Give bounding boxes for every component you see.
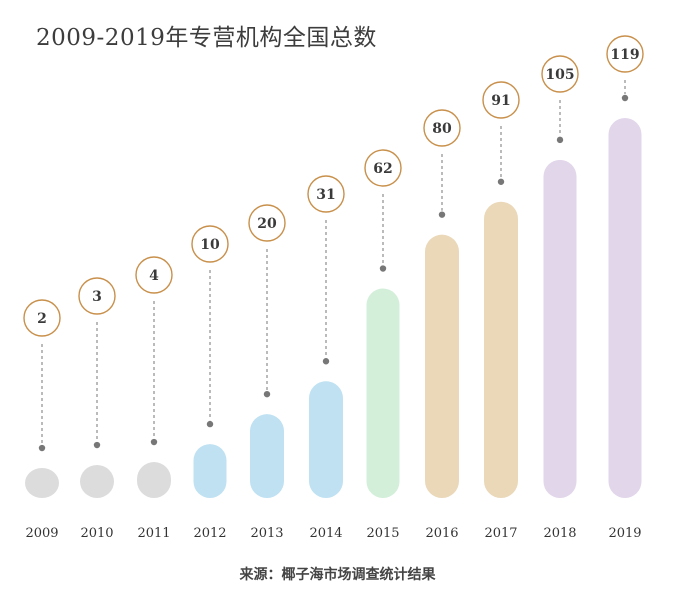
x-tick-label: 2018 bbox=[543, 526, 576, 541]
connector-dot bbox=[150, 438, 158, 446]
data-label: 80 bbox=[432, 121, 452, 137]
bar-2015 bbox=[366, 288, 400, 498]
x-tick-label: 2019 bbox=[608, 526, 641, 541]
source-note: 来源：椰子海市场调查统计结果 bbox=[239, 567, 436, 583]
data-label: 20 bbox=[257, 216, 277, 232]
data-label: 31 bbox=[316, 187, 335, 203]
x-tick-label: 2012 bbox=[193, 526, 226, 541]
chart-title: 2009-2019年专营机构全国总数 bbox=[36, 25, 377, 51]
value-circle bbox=[606, 35, 644, 73]
connector-dot bbox=[38, 444, 46, 452]
data-label: 4 bbox=[149, 268, 159, 284]
bar-2011 bbox=[137, 462, 171, 498]
connector-dot bbox=[556, 136, 564, 144]
value-circle bbox=[482, 81, 520, 119]
x-tick-label: 2010 bbox=[80, 526, 113, 541]
value-circle bbox=[135, 256, 173, 294]
value-circle bbox=[78, 277, 116, 315]
bar-2014 bbox=[309, 381, 343, 498]
bar-2009 bbox=[25, 468, 59, 498]
data-label: 62 bbox=[373, 161, 392, 177]
connector-dot bbox=[263, 390, 271, 398]
data-label: 119 bbox=[610, 47, 639, 63]
value-circle bbox=[248, 204, 286, 242]
bar-2018 bbox=[543, 159, 577, 498]
value-circle bbox=[307, 175, 345, 213]
connector-dot bbox=[93, 441, 101, 449]
connector-dot bbox=[438, 211, 446, 218]
value-circle bbox=[423, 109, 461, 147]
connector-dot bbox=[497, 178, 505, 185]
x-tick-label: 2011 bbox=[137, 526, 170, 541]
connector-dot bbox=[379, 265, 387, 272]
data-label: 105 bbox=[545, 67, 574, 83]
bar-chart: 2 2009 3 2010 4 2011 10 2012 20 2013 31 2014 62 2015 8… bbox=[23, 35, 644, 541]
data-label: 2 bbox=[37, 311, 47, 327]
data-label: 3 bbox=[92, 289, 102, 305]
x-tick-label: 2009 bbox=[25, 526, 58, 541]
bar-2013 bbox=[250, 414, 284, 498]
value-circle bbox=[191, 225, 229, 263]
data-label: 10 bbox=[200, 237, 220, 253]
x-tick-label: 2015 bbox=[366, 526, 399, 541]
x-tick-label: 2017 bbox=[484, 526, 517, 541]
x-tick-label: 2014 bbox=[309, 526, 342, 541]
value-circle bbox=[541, 55, 579, 93]
bar-2012 bbox=[193, 444, 227, 498]
connector-dot bbox=[206, 420, 214, 428]
value-circle bbox=[23, 299, 61, 337]
connector-dot bbox=[322, 358, 330, 365]
bar-2016 bbox=[425, 234, 459, 498]
value-circle bbox=[364, 149, 402, 187]
x-tick-label: 2013 bbox=[250, 526, 283, 541]
bar-2017 bbox=[484, 201, 518, 498]
x-tick-label: 2016 bbox=[425, 526, 458, 541]
data-label: 91 bbox=[491, 93, 510, 109]
bar-2019 bbox=[608, 118, 642, 498]
connector-dot bbox=[621, 94, 629, 102]
bar-2010 bbox=[80, 465, 114, 498]
